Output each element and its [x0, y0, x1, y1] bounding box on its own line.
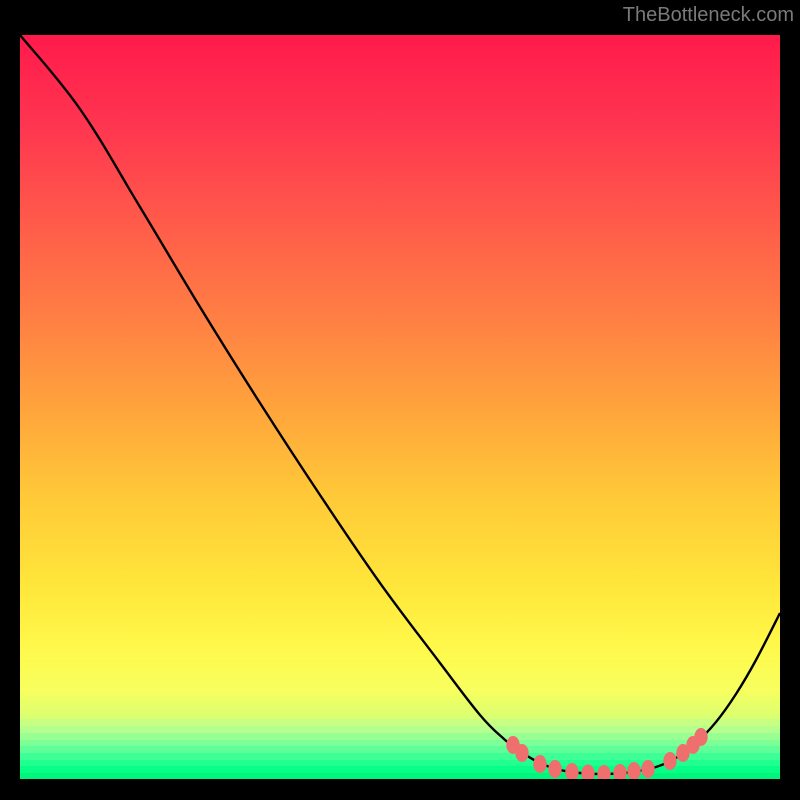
watermark-text: TheBottleneck.com	[623, 4, 794, 27]
curve-marker	[516, 745, 528, 762]
chart-area	[20, 35, 780, 779]
curve-marker	[642, 761, 654, 778]
bottleneck-curve	[20, 35, 780, 774]
curve-marker	[664, 753, 676, 770]
curve-marker	[598, 766, 610, 780]
curve-marker	[549, 761, 561, 778]
curve-marker	[566, 764, 578, 780]
curve-marker	[695, 729, 707, 746]
curve-layer	[20, 35, 780, 779]
curve-marker	[628, 763, 640, 780]
curve-marker	[534, 756, 546, 773]
curve-marker	[582, 765, 594, 779]
marker-group	[507, 729, 707, 780]
curve-marker	[614, 765, 626, 780]
